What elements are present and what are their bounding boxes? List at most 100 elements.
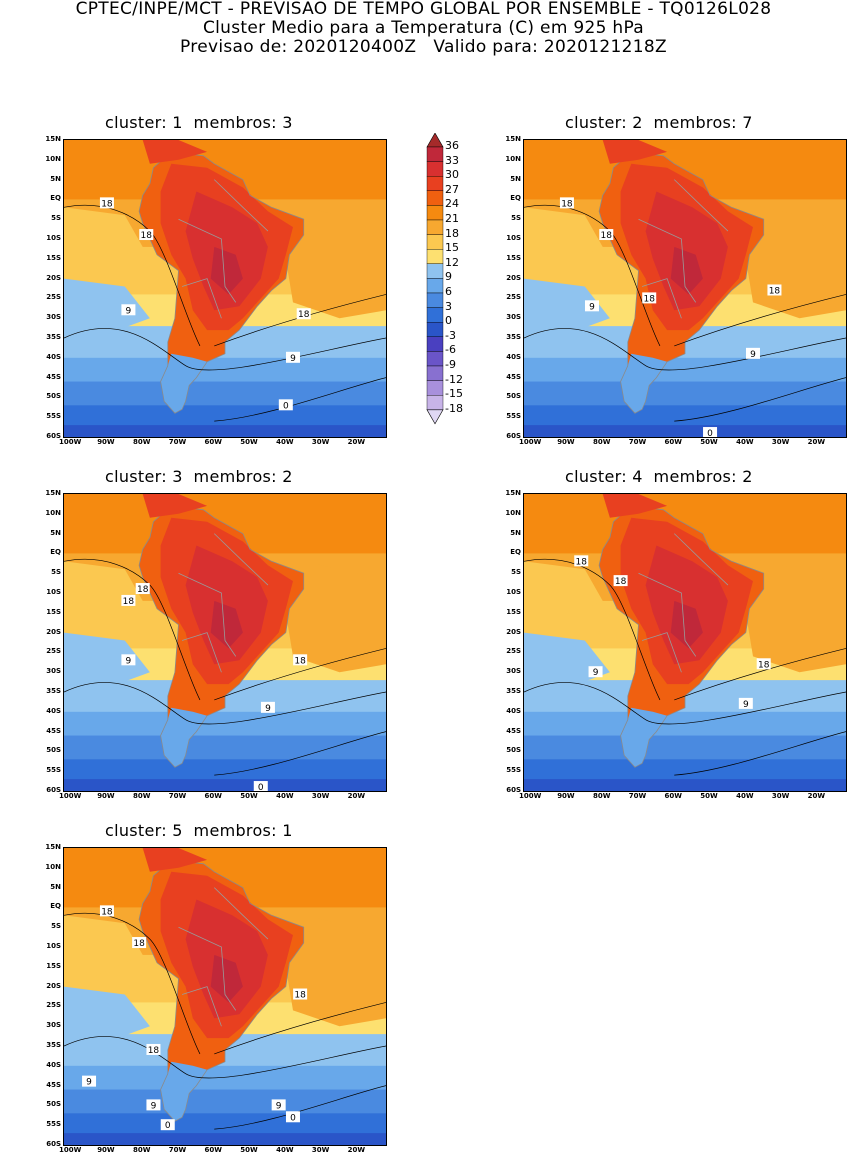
- contour-label: 9: [738, 697, 753, 710]
- figure-title: CPTEC/INPE/MCT - PREVISAO DE TEMPO GLOBA…: [0, 0, 847, 57]
- contour-label: 18: [132, 937, 147, 949]
- lat-tick-label: 10S: [46, 234, 61, 242]
- map-panel-cluster-5: cluster: 5 membros: 1 18 18 18 18 9 9 9 0 0 15N 10…: [0, 818, 420, 1163]
- svg-text:0: 0: [165, 1121, 171, 1131]
- lat-tick-label: 10N: [45, 508, 61, 517]
- colorbar-label: -9: [445, 358, 456, 371]
- svg-text:18: 18: [298, 310, 310, 320]
- lat-tick-label: 5N: [50, 528, 61, 537]
- svg-text:18: 18: [141, 231, 153, 241]
- lat-tick-label: 25S: [506, 293, 521, 302]
- lon-tick-label: 70W: [168, 438, 187, 446]
- contour-label: 9: [82, 1075, 97, 1088]
- svg-text:18: 18: [615, 577, 627, 587]
- lat-tick-label: 50S: [46, 1100, 61, 1109]
- panel-title: cluster: 5 membros: 1: [105, 821, 293, 840]
- svg-text:9: 9: [593, 668, 599, 678]
- contour-label: 18: [293, 988, 308, 1001]
- svg-text:9: 9: [151, 1101, 157, 1111]
- lon-tick-label: 70W: [628, 792, 647, 800]
- lon-tick-label: 90W: [97, 1146, 115, 1154]
- lon-tick-label: 30W: [311, 1146, 330, 1154]
- lon-tick-label: 40W: [276, 438, 294, 446]
- temperature-map: 18 18 9 18 9: [524, 494, 846, 791]
- svg-text:18: 18: [133, 939, 145, 949]
- contour-label: 0: [703, 427, 718, 437]
- lon-tick-label: 30W: [771, 438, 790, 446]
- colorbar-label: 33: [445, 153, 459, 167]
- lon-tick-label: 20W: [807, 792, 826, 800]
- panel-title: cluster: 1 membros: 3: [105, 113, 293, 132]
- contour-label: 18: [293, 654, 308, 666]
- colorbar-label: 30: [445, 168, 459, 182]
- svg-text:9: 9: [265, 704, 271, 714]
- lon-tick-label: 90W: [97, 438, 115, 446]
- lat-tick-label: 5N: [510, 528, 521, 537]
- lat-tick-label: 30S: [506, 313, 521, 322]
- lat-tick-label: 25S: [46, 647, 61, 656]
- lat-tick-label: 55S: [506, 766, 521, 775]
- colorbar-label: -18: [445, 401, 463, 415]
- svg-text:18: 18: [101, 199, 113, 209]
- svg-text:18: 18: [294, 656, 306, 666]
- lat-tick-label: 40S: [506, 706, 521, 715]
- lat-tick-label: 45S: [46, 1080, 61, 1089]
- lat-tick-label: 40S: [46, 1060, 61, 1069]
- lat-tick-label: EQ: [510, 194, 521, 203]
- lat-tick-label: 15N: [45, 135, 61, 143]
- lat-tick-label: 15N: [505, 489, 521, 497]
- lat-tick-label: 35S: [46, 687, 61, 695]
- lat-tick-label: EQ: [50, 548, 61, 557]
- lat-tick-label: 45S: [506, 372, 521, 381]
- title-line-2: Cluster Medio para a Temperatura (C) em …: [202, 18, 645, 38]
- lon-tick-label: 30W: [311, 438, 330, 446]
- svg-text:18: 18: [643, 294, 655, 304]
- lat-tick-label: 60S: [506, 786, 521, 794]
- lon-tick-label: 20W: [347, 792, 366, 800]
- lat-tick-label: 10N: [505, 154, 521, 163]
- lat-tick-label: 15N: [45, 843, 61, 851]
- lat-tick-label: 15S: [46, 961, 61, 970]
- svg-text:18: 18: [769, 286, 781, 296]
- svg-text:0: 0: [283, 401, 289, 411]
- lat-tick-label: 55S: [46, 412, 61, 421]
- svg-text:0: 0: [707, 429, 713, 437]
- lat-tick-label: 40S: [46, 352, 61, 361]
- lat-tick-label: 30S: [46, 313, 61, 322]
- lat-tick-label: 40S: [506, 352, 521, 361]
- contour-label: 0: [278, 399, 293, 411]
- lat-tick-label: 5S: [51, 214, 61, 223]
- map-panel-cluster-2: cluster: 2 membros: 7 18 18 9 18 18 9 0 15N 10N 5…: [460, 110, 847, 455]
- svg-text:9: 9: [86, 1078, 92, 1088]
- svg-text:18: 18: [561, 199, 573, 209]
- contour-label: 9: [121, 304, 136, 316]
- panel-title: cluster: 2 membros: 7: [565, 113, 753, 132]
- lat-tick-label: 15S: [506, 607, 521, 616]
- lon-tick-label: 60W: [204, 792, 222, 800]
- map-panel-cluster-3: cluster: 3 membros: 2 18 18 9 18 9 0 15N 10N 5N E…: [0, 464, 420, 809]
- lat-tick-label: 5S: [51, 568, 61, 577]
- lon-tick-label: 100W: [518, 792, 542, 800]
- lon-tick-label: 40W: [736, 438, 754, 446]
- lat-tick-label: 50S: [506, 746, 521, 755]
- lon-tick-label: 80W: [132, 438, 151, 446]
- title-line-1: CPTEC/INPE/MCT - PREVISAO DE TEMPO GLOBA…: [75, 0, 772, 19]
- svg-text:9: 9: [290, 354, 296, 364]
- lat-tick-label: 10S: [46, 588, 61, 596]
- colorbar-label: 12: [445, 255, 459, 269]
- lat-tick-label: 5S: [511, 214, 521, 223]
- lat-tick-label: 10S: [46, 942, 61, 950]
- svg-text:18: 18: [576, 557, 588, 567]
- lat-tick-label: 15N: [505, 135, 521, 143]
- svg-text:18: 18: [123, 597, 135, 607]
- lat-tick-label: 30S: [46, 667, 61, 676]
- contour-label: 9: [271, 1099, 286, 1111]
- temperature-map: 18 18 9 18 18 9 0: [524, 140, 846, 437]
- lon-tick-label: 40W: [276, 1146, 294, 1154]
- contour-label: 9: [285, 351, 300, 364]
- lat-tick-label: 20S: [506, 627, 521, 636]
- lon-tick-label: 90W: [557, 792, 575, 800]
- lat-tick-label: 55S: [46, 1120, 61, 1129]
- lat-tick-label: 5N: [510, 174, 521, 183]
- lat-tick-label: 50S: [46, 746, 61, 755]
